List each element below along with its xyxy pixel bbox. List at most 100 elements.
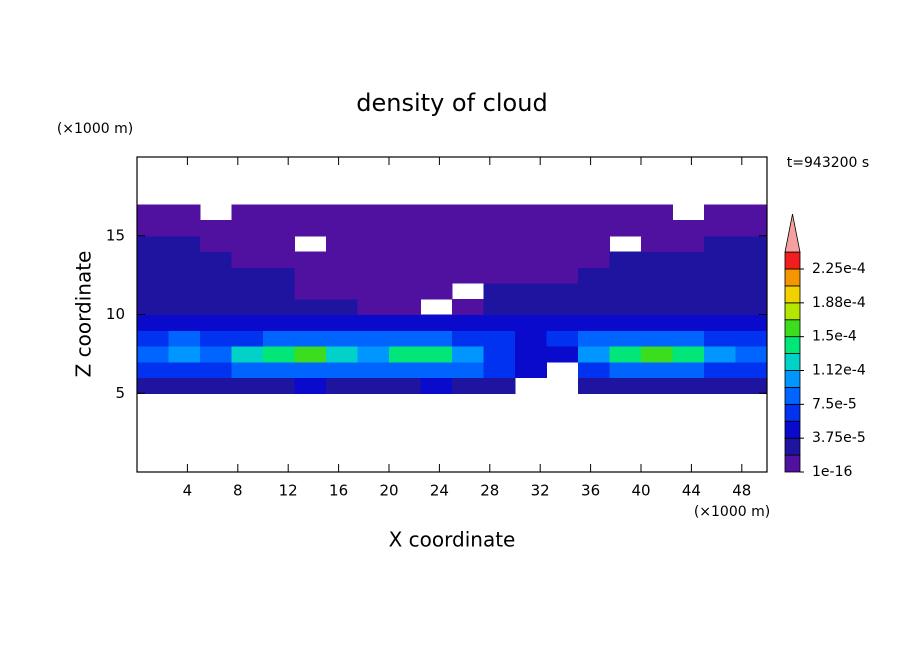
contour-cell [231,267,264,284]
contour-cell [704,235,737,253]
contour-cell [263,267,296,284]
colorbar-box [784,268,801,287]
contour-cell [137,330,170,347]
contour-cell [609,377,642,394]
contour-cell [294,298,327,316]
contour-cell [137,267,170,284]
contour-cell [483,314,516,331]
contour-cell [263,346,296,363]
contour-cell [641,220,674,237]
contour-cell [483,377,516,394]
contour-cell [420,361,453,379]
contour-cell [168,314,201,331]
contour-cell [452,330,485,347]
x-axis-title: X coordinate [389,528,516,552]
contour-cell [546,204,579,221]
contour-cell [641,298,674,316]
contour-cell [452,235,485,253]
colorbar-extension [784,214,801,253]
colorbar-box [784,251,801,270]
y-tick-label: 10 [106,305,125,323]
colorbar-box [784,387,801,405]
contour-cell [326,361,359,379]
contour-cell [483,361,516,379]
contour-cell [200,298,233,316]
contour-cell [326,283,359,300]
contour-cell [200,267,233,284]
contour-cell [231,235,264,253]
contour-cell [263,314,296,331]
contour-cell [452,298,485,316]
contour-cell [735,298,768,316]
contour-cell [137,204,170,221]
contour-cell [452,361,485,379]
contour-cell [420,267,453,284]
contour-cell [294,251,327,268]
contour-cell [294,377,327,394]
contour-cell [231,298,264,316]
x-tick-label: 48 [732,482,751,500]
contour-cell [578,377,611,394]
colorbar-box [784,353,801,371]
contour-cell [389,377,422,394]
contour-cell [704,346,737,363]
contour-cell [735,220,768,237]
contour-cell [357,204,390,221]
contour-cell [231,346,264,363]
contour-cell [389,361,422,379]
contour-cell [483,298,516,316]
contour-cell [168,330,201,347]
contour-cell [515,298,548,316]
contour-cell [452,314,485,331]
contour-cell [672,267,705,284]
contour-cell [546,330,579,347]
contour-cell [452,251,485,268]
colorbar-box [784,454,801,473]
x-tick-label: 28 [480,482,499,500]
contour-cell [168,204,201,221]
y-tick-label: 15 [106,226,125,244]
contour-cell [200,330,233,347]
contour-cell [483,346,516,363]
contour-cell [326,220,359,237]
contour-cell [137,235,170,253]
contour-cell [704,220,737,237]
contour-cell [389,220,422,237]
contour-cell [294,330,327,347]
contour-cell [200,377,233,394]
contour-cell [735,330,768,347]
contour-cell [263,235,296,253]
contour-cell [168,346,201,363]
contour-cell [200,361,233,379]
contour-cell [357,377,390,394]
contour-cell [641,314,674,331]
contour-cell [578,298,611,316]
contour-cell [609,220,642,237]
colorbar-label: 2.25e-4 [812,261,866,277]
contour-cell [641,235,674,253]
colorbar-box [784,336,801,354]
contour-cell [672,377,705,394]
contour-cell [704,314,737,331]
contour-cell [578,204,611,221]
contour-cell [389,204,422,221]
contour-cell [704,251,737,268]
contour-cell [326,235,359,253]
contour-cell [357,267,390,284]
contour-cell [137,283,170,300]
axes [137,157,767,472]
contour-cell [546,298,579,316]
contour-cell [578,314,611,331]
contour-cell [231,220,264,237]
contour-cell [704,298,737,316]
contour-cell [515,220,548,237]
contour-cell [735,235,768,253]
contour-cell [357,235,390,253]
contour-cell [515,283,548,300]
x-unit: (×1000 m) [694,504,770,520]
contour-cell [357,314,390,331]
contour-cell [672,235,705,253]
contour-cell [515,361,548,379]
